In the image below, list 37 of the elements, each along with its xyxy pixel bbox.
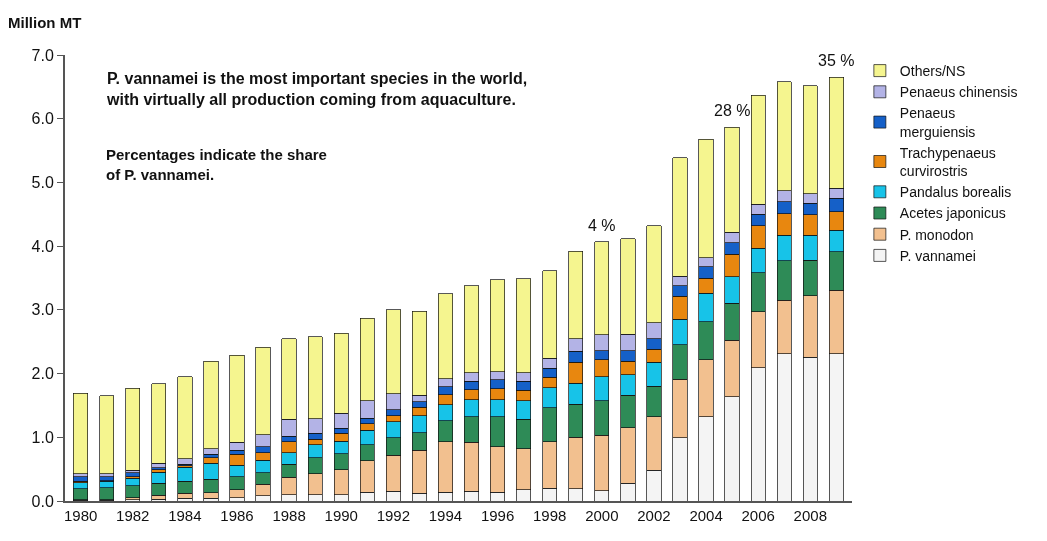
y-tick-label: 3.0	[31, 301, 54, 319]
legend-label: Acetes japonicus	[899, 205, 1006, 222]
x-tick-label: 2004	[689, 507, 723, 524]
y-tick-label: 6.0	[31, 110, 54, 128]
x-tick-label: 1996	[480, 507, 515, 524]
annotation: P. vannamei is the most important species in the world, with virtually all production coming from aquaculture.	[106, 70, 528, 108]
x-tick-label: 1982	[116, 507, 150, 524]
y-tick-label: 7.0	[31, 46, 54, 64]
legend-label: Trachypenaeus curvirostris	[899, 144, 996, 180]
x-tick-label: 1994	[428, 507, 463, 524]
annotation: Percentages indicate the share of P. vannamei.	[106, 146, 327, 183]
x-tick-label: 1986	[220, 507, 254, 524]
legend-label: Penaeus merguiensis	[899, 105, 976, 140]
x-tick-label: 1998	[533, 507, 567, 524]
y-tick-label: 2.0	[31, 365, 54, 383]
y-tick-label: 4.0	[31, 237, 54, 255]
annotation: 35 %	[818, 52, 855, 69]
y-tick-label: 0.0	[31, 492, 54, 510]
x-tick-label: 2000	[585, 507, 619, 524]
annotation: 28 %	[714, 102, 751, 119]
legend-label: P. vannamei	[899, 247, 976, 264]
x-tick-label: 2002	[637, 507, 671, 524]
x-tick-label: 2008	[793, 507, 827, 524]
legend-label: Penaeus chinensis	[899, 84, 1018, 101]
x-tick-label: 1990	[324, 507, 358, 524]
y-tick-label: 5.0	[31, 174, 54, 192]
legend-label: Pandalus borealis	[899, 184, 1012, 201]
x-tick-label: 2006	[741, 507, 775, 524]
x-tick-label: 1992	[376, 507, 411, 524]
annotation: 4 %	[588, 217, 616, 234]
legend-label: Others/NS	[899, 63, 966, 80]
x-tick-label: 1988	[272, 507, 306, 524]
legend-label: P. monodon	[899, 226, 974, 243]
y-axis-title: Million MT	[8, 14, 82, 31]
y-tick-label: 1.0	[31, 428, 54, 446]
x-tick-label: 1984	[168, 507, 202, 524]
x-tick-label: 1980	[63, 507, 98, 524]
